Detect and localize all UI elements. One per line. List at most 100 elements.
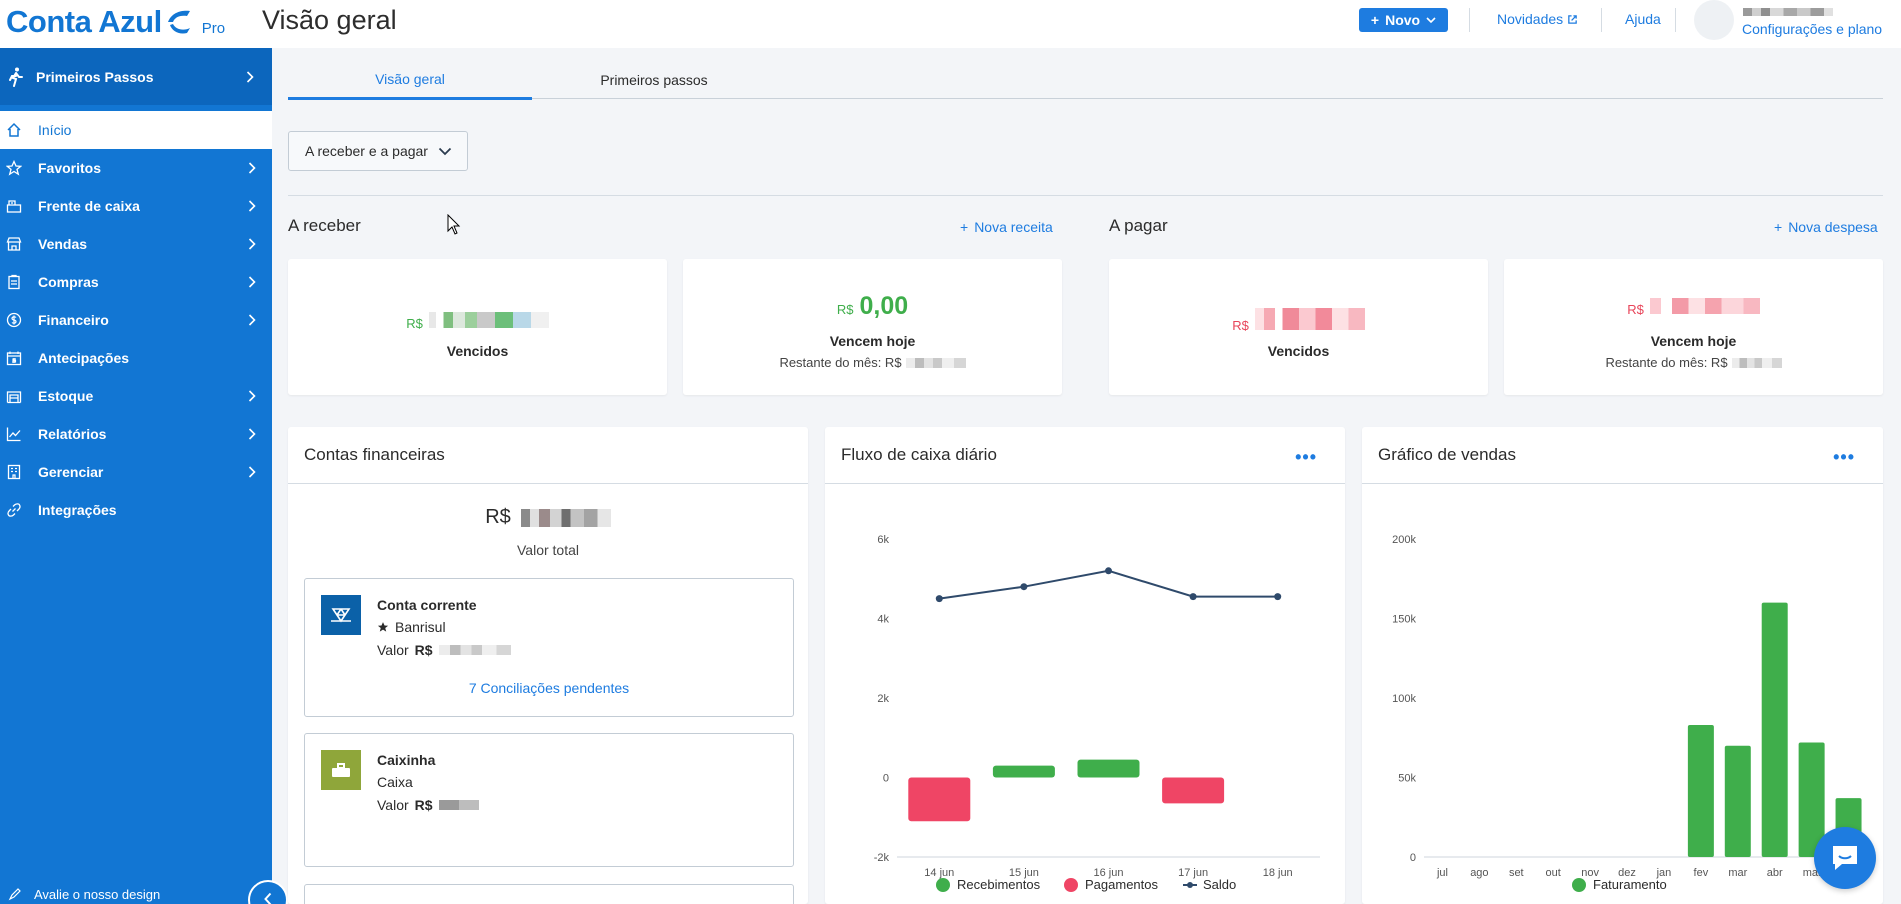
account-value-label: Valor	[377, 797, 409, 813]
currency-label: R$	[1232, 318, 1249, 333]
divider	[1601, 8, 1602, 32]
currency-label: R$	[414, 642, 433, 658]
receivable-today-value: 0,00	[859, 292, 909, 320]
cashflow-chart: -2k 0 2k 4k 6k 14 jun 15 jun 16 jun 17 jun 18 jun…	[874, 534, 1320, 892]
sidebar-item-gerenciar[interactable]: Gerenciar	[0, 453, 272, 491]
sidebar-item-label: Antecipações	[38, 350, 130, 366]
chevron-left-icon	[264, 892, 272, 904]
x-tick-label: out	[1546, 867, 1561, 879]
payable-overdue-card[interactable]: R$ Vencidos	[1109, 259, 1488, 395]
sidebar-item-favoritos[interactable]: Favoritos	[0, 149, 272, 187]
settings-link[interactable]: Configurações e plano	[1742, 21, 1883, 37]
payable-today-card[interactable]: R$ Vencem hoje Restante do mês: R$	[1504, 259, 1883, 395]
filter-dropdown[interactable]: A receber e a pagar	[288, 131, 468, 171]
blurred-total	[520, 508, 611, 527]
sidebar-item-antecipacoes[interactable]: Antecipações	[0, 339, 272, 377]
month-rest-label: Restante do mês: R$	[779, 355, 902, 370]
sidebar-item-financeiro[interactable]: Financeiro	[0, 301, 272, 339]
y-tick-label: 200k	[1392, 534, 1416, 546]
dollar-icon	[6, 312, 22, 328]
sidebar-feedback-label: Avalie o nosso design	[34, 886, 161, 902]
blurred-value	[1731, 357, 1782, 368]
sidebar-feedback[interactable]: Avalie o nosso design	[0, 884, 272, 904]
warehouse-icon	[6, 388, 22, 404]
payable-today-label: Vencem hoje	[1650, 333, 1737, 349]
saldo-line	[939, 569, 1278, 600]
y-tick-label: 100k	[1392, 693, 1416, 705]
pending-reconciliations-link[interactable]: 7 Conciliações pendentes	[468, 680, 630, 696]
new-expense-link[interactable]: + Nova despesa	[1774, 219, 1878, 235]
legend-label: Pagamentos	[1085, 877, 1158, 892]
star-filled-icon[interactable]	[377, 621, 389, 633]
account-name: Conta corrente	[377, 597, 477, 613]
legend-label: Recebimentos	[957, 877, 1041, 892]
chevron-down-icon	[438, 147, 452, 155]
y-tick-label: -2k	[874, 852, 890, 864]
new-income-link[interactable]: + Nova receita	[960, 219, 1053, 235]
clipboard-icon	[6, 274, 22, 290]
account-bank: Caixa	[377, 774, 413, 790]
building-icon	[6, 464, 22, 480]
user-name-blurred	[1743, 8, 1833, 16]
account-name: Caixinha	[377, 752, 436, 768]
sidebar-item-label: Vendas	[38, 236, 88, 252]
blurred-value	[438, 645, 511, 655]
logo-mark-icon	[166, 8, 192, 39]
sidebar-item-estoque[interactable]: Estoque	[0, 377, 272, 415]
filter-dropdown-label: A receber e a pagar	[305, 143, 428, 159]
receivable-today-card[interactable]: R$ 0,00 Vencem hoje Restante do mês: R$	[683, 259, 1062, 395]
chevron-right-icon	[246, 70, 254, 83]
avatar[interactable]	[1694, 0, 1734, 40]
tab-visao-geral[interactable]: Visão geral	[288, 60, 532, 100]
account-card-caixinha[interactable]: Caixinha Caixa Valor R$	[304, 733, 794, 867]
sidebar-first-steps[interactable]: Primeiros Passos	[0, 48, 272, 105]
logo-badge: Pro	[201, 20, 226, 37]
account-card-partial[interactable]	[304, 884, 794, 904]
chevron-right-icon	[248, 200, 256, 212]
bar-recebimentos	[1077, 759, 1140, 778]
link-icon	[6, 502, 22, 518]
bar-pagamentos	[1162, 777, 1225, 804]
x-tick-label: 15 jun	[1009, 867, 1039, 879]
blurred-value	[428, 312, 549, 328]
more-options-icon[interactable]: •••	[1833, 447, 1855, 467]
x-tick-label: jan	[1656, 867, 1672, 879]
logo[interactable]: Conta Azul Pro	[6, 4, 225, 40]
new-button[interactable]: + Novo	[1359, 8, 1448, 32]
sidebar-item-vendas[interactable]: Vendas	[0, 225, 272, 263]
receivable-overdue-card[interactable]: R$ Vencidos	[288, 259, 667, 395]
sidebar-item-inicio[interactable]: Início	[0, 111, 272, 149]
help-link[interactable]: Ajuda	[1625, 11, 1661, 27]
x-tick-label: nov	[1581, 867, 1599, 879]
sidebar-item-integracoes[interactable]: Integrações	[0, 491, 272, 529]
sidebar-item-compras[interactable]: Compras	[0, 263, 272, 301]
x-tick-label: 14 jun	[924, 867, 954, 879]
panel-header: Fluxo de caixa diário •••	[825, 427, 1345, 484]
store-icon	[6, 236, 22, 252]
currency-label: R$	[485, 506, 511, 528]
news-link[interactable]: Novidades	[1497, 11, 1578, 27]
total-label: Valor total	[517, 542, 579, 558]
more-options-icon[interactable]: •••	[1295, 447, 1317, 467]
sales-title: Gráfico de vendas	[1378, 445, 1516, 464]
tab-bar: Visão geral Primeiros passos	[288, 60, 1883, 100]
saldo-point	[1189, 593, 1197, 601]
tab-primeiros-passos[interactable]: Primeiros passos	[600, 71, 708, 88]
cash-box-icon	[321, 750, 361, 790]
y-tick-label: 0	[883, 773, 889, 785]
chat-button[interactable]	[1814, 827, 1876, 889]
bar-recebimentos	[992, 765, 1055, 778]
mouse-cursor-icon	[447, 214, 461, 235]
bar-faturamento	[1687, 725, 1714, 857]
receivable-overdue-label: Vencidos	[446, 343, 509, 359]
x-tick-label: dez	[1618, 867, 1636, 879]
new-button-label: Novo	[1385, 12, 1421, 28]
y-tick-label: 0	[1410, 852, 1416, 864]
legend-label: Faturamento	[1593, 877, 1667, 892]
sidebar-item-frente-de-caixa[interactable]: Frente de caixa	[0, 187, 272, 225]
feedback-icon	[8, 888, 21, 901]
cashflow-panel: Fluxo de caixa diário ••• -2k 0 2k 4k 6k 14 j…	[825, 427, 1345, 904]
account-card-conta-corrente[interactable]: Conta corrente Banrisul Valor R$ 7 Conci…	[304, 578, 794, 717]
saldo-point	[935, 595, 943, 603]
sidebar-item-relatorios[interactable]: Relatórios	[0, 415, 272, 453]
